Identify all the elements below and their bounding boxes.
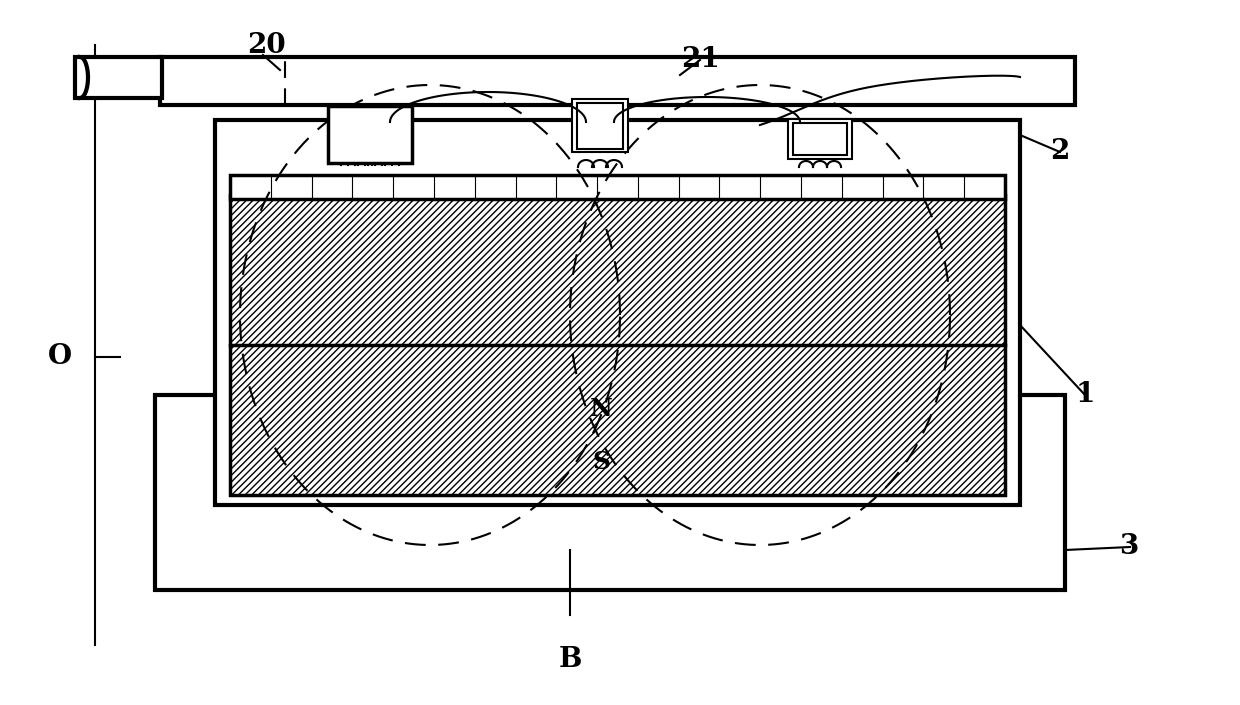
Polygon shape xyxy=(155,395,1065,590)
Polygon shape xyxy=(215,120,1021,505)
Text: 20: 20 xyxy=(247,32,286,59)
Text: O: O xyxy=(47,343,72,369)
Text: 1: 1 xyxy=(1075,381,1095,408)
Text: B: B xyxy=(559,646,582,673)
Polygon shape xyxy=(329,106,412,163)
Text: 2: 2 xyxy=(1050,138,1070,165)
Polygon shape xyxy=(572,99,627,152)
Polygon shape xyxy=(229,175,1004,199)
Polygon shape xyxy=(74,57,162,98)
Polygon shape xyxy=(160,57,1075,105)
Text: 21: 21 xyxy=(681,47,720,73)
Text: 3: 3 xyxy=(1118,533,1138,560)
Polygon shape xyxy=(229,195,1004,495)
Polygon shape xyxy=(577,103,622,149)
Text: S: S xyxy=(593,450,610,474)
Polygon shape xyxy=(794,123,847,155)
Polygon shape xyxy=(374,110,394,157)
Text: N: N xyxy=(590,397,613,421)
Polygon shape xyxy=(787,119,852,159)
Polygon shape xyxy=(346,110,366,157)
